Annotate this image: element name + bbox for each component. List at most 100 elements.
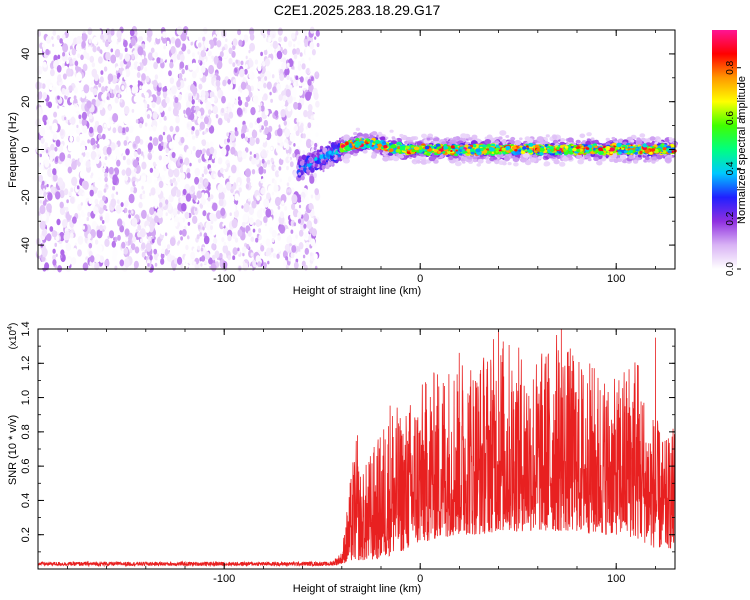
spectrogram-point xyxy=(153,61,159,70)
spectrogram-point xyxy=(162,155,169,165)
spectrogram-point xyxy=(125,148,130,156)
spectrogram-point xyxy=(560,138,566,142)
spectrogram-point xyxy=(123,105,130,115)
spectrogram-point xyxy=(304,41,308,48)
spectrogram-point xyxy=(68,207,74,216)
spectrogram-point xyxy=(40,137,45,144)
spectrogram-point xyxy=(93,206,99,215)
spectrogram-point xyxy=(103,66,108,72)
spectrogram-point xyxy=(163,45,166,50)
spectrogram-point xyxy=(202,131,205,136)
spectrogram-point xyxy=(301,260,306,267)
spectrogram-point xyxy=(87,27,93,35)
spectrogram-point xyxy=(49,157,53,163)
spectrogram-point xyxy=(334,141,337,145)
spectrogram-point xyxy=(180,196,186,204)
spectrogram-point xyxy=(262,150,268,159)
spectrogram-point xyxy=(301,63,306,70)
spectrogram-point xyxy=(162,131,166,136)
spectrogram-point xyxy=(340,139,345,143)
spectrogram-point xyxy=(266,81,272,90)
spectrogram-point xyxy=(269,91,272,96)
spectrogram-point xyxy=(226,132,230,137)
spectrogram-point xyxy=(649,136,656,141)
spectrogram-point xyxy=(209,141,214,148)
spectrogram-point xyxy=(260,51,263,57)
spectrogram-point xyxy=(232,255,236,260)
spectrogram-point xyxy=(311,49,316,56)
spectrogram-point xyxy=(55,191,61,200)
spectrogram-point xyxy=(477,158,484,164)
spectrogram-point xyxy=(322,169,325,173)
spectrogram-point xyxy=(249,33,255,41)
spectrogram-point xyxy=(238,39,243,47)
spectrogram-point xyxy=(222,244,229,254)
spectrogram-point xyxy=(166,83,171,90)
spectrogram-point xyxy=(108,230,115,239)
spectrogram-point xyxy=(222,253,227,260)
spectrogram-point xyxy=(166,43,172,51)
spectrogram-point xyxy=(147,52,154,61)
spectrogram-point xyxy=(258,234,262,241)
spectrogram-point xyxy=(209,146,215,155)
spectrogram-point xyxy=(300,57,305,64)
spectrogram-point xyxy=(125,237,129,242)
spectrogram-point xyxy=(158,134,163,142)
spectrogram-point xyxy=(97,190,103,199)
spectrogram-point xyxy=(232,62,236,67)
spectrogram-point xyxy=(254,59,259,65)
spectrogram-point xyxy=(298,229,304,237)
spectrogram-point xyxy=(49,125,52,131)
spectrogram-point xyxy=(147,64,152,70)
spectrogram-point xyxy=(79,169,86,179)
spectrogram-point xyxy=(299,138,302,143)
spectrogram-point xyxy=(299,160,305,166)
spectrogram-point xyxy=(199,232,202,237)
spectrogram-point xyxy=(264,76,268,81)
spectrogram-point xyxy=(668,137,673,141)
spectrogram-point xyxy=(57,105,60,109)
spectrogram-point xyxy=(139,155,144,163)
spectrogram-point xyxy=(50,68,55,77)
spectrogram-point xyxy=(315,100,320,108)
spectrogram-point xyxy=(141,93,144,98)
spectrogram-point xyxy=(277,248,281,253)
spectrogram-point xyxy=(130,186,134,193)
spectrogram-point xyxy=(114,97,119,104)
spectrogram-point xyxy=(42,92,47,100)
spectrogram-point xyxy=(234,99,238,106)
spectrogram-point xyxy=(141,175,147,183)
spectrogram-point xyxy=(51,122,58,133)
spectrogram-point xyxy=(121,85,125,91)
spectrogram-point xyxy=(313,92,319,101)
spectrogram-point xyxy=(215,114,219,119)
spectrogram-point xyxy=(185,193,192,202)
spectrogram-point xyxy=(112,253,117,262)
spectrogram-point xyxy=(82,125,88,134)
spectrogram-point xyxy=(180,31,187,42)
spectrogram-point xyxy=(218,198,224,207)
spectrogram-point xyxy=(232,232,237,240)
spectrogram-point xyxy=(65,134,69,139)
spectrogram-point xyxy=(130,37,136,47)
spectrogram-point xyxy=(52,248,56,254)
spectrogram-point xyxy=(222,187,227,194)
spectrogram-point xyxy=(421,133,427,139)
spectrogram-point xyxy=(41,213,47,222)
spectrogram-point xyxy=(284,99,289,107)
spectrogram-point xyxy=(60,254,63,259)
spectrogram-point xyxy=(157,216,163,225)
spectrogram-point xyxy=(299,76,304,83)
spectrogram-point xyxy=(310,194,314,199)
spectrogram-point xyxy=(250,182,254,187)
spectrogram-point xyxy=(204,130,207,135)
spectrogram-point xyxy=(282,57,287,63)
spectrogram-point xyxy=(152,137,159,147)
spectrogram-point xyxy=(196,261,199,265)
spectrogram-point xyxy=(110,54,116,64)
spectrogram-point xyxy=(149,167,154,173)
spectrogram-point xyxy=(76,127,81,135)
spectrogram-point xyxy=(251,200,257,209)
spectrogram-point xyxy=(52,43,55,47)
